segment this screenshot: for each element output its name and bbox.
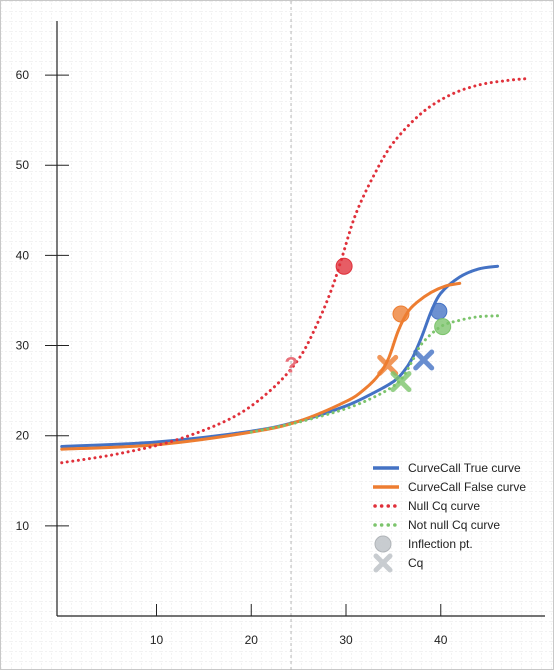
legend-label: Null Cq curve bbox=[408, 499, 480, 513]
inflection-point-marker bbox=[434, 318, 452, 336]
inflection-point-marker bbox=[392, 305, 410, 323]
series-line-not-null-cq-curve bbox=[249, 314, 500, 434]
legend-label: CurveCall True curve bbox=[408, 461, 521, 475]
legend-cross-swatch bbox=[373, 553, 393, 573]
y-tick-label: 40 bbox=[16, 248, 30, 262]
legend-item: CurveCall False curve bbox=[373, 480, 526, 494]
legend-label: Cq bbox=[408, 556, 423, 570]
legend-item: Inflection pt. bbox=[374, 535, 473, 553]
legend-item: Not null Cq curve bbox=[373, 518, 500, 532]
legend-label: Not null Cq curve bbox=[408, 518, 500, 532]
cq-marker bbox=[377, 354, 399, 376]
inflection-point-marker bbox=[335, 257, 353, 275]
y-tick-label: 20 bbox=[16, 429, 30, 443]
chart-legend: CurveCall True curve CurveCall False curv… bbox=[373, 461, 526, 573]
marker-layer: ? bbox=[284, 257, 452, 393]
cq-marker bbox=[390, 371, 412, 393]
y-tick-label: 50 bbox=[16, 158, 30, 172]
inflection-point-marker bbox=[430, 302, 448, 320]
y-tick-label: 30 bbox=[16, 339, 30, 353]
legend-label: Inflection pt. bbox=[408, 537, 473, 551]
x-tick-label: 10 bbox=[150, 633, 164, 647]
legend-circle-swatch bbox=[374, 535, 392, 553]
y-ticks: 10 20 30 40 50 60 bbox=[16, 68, 69, 533]
y-tick-label: 10 bbox=[16, 519, 30, 533]
legend-item: CurveCall True curve bbox=[373, 461, 521, 475]
x-ticks: 10 20 30 40 bbox=[150, 604, 448, 647]
x-tick-label: 40 bbox=[434, 633, 448, 647]
question-mark-annotation: ? bbox=[284, 352, 297, 377]
legend-item: Cq bbox=[373, 553, 423, 573]
cq-marker bbox=[413, 349, 435, 371]
x-tick-label: 20 bbox=[245, 633, 259, 647]
legend-item: Null Cq curve bbox=[373, 499, 480, 513]
legend-label: CurveCall False curve bbox=[408, 480, 526, 494]
axes: 10 20 30 40 10 20 30 40 50 60 bbox=[16, 21, 545, 647]
x-tick-label: 30 bbox=[339, 633, 353, 647]
y-tick-label: 60 bbox=[16, 68, 30, 82]
